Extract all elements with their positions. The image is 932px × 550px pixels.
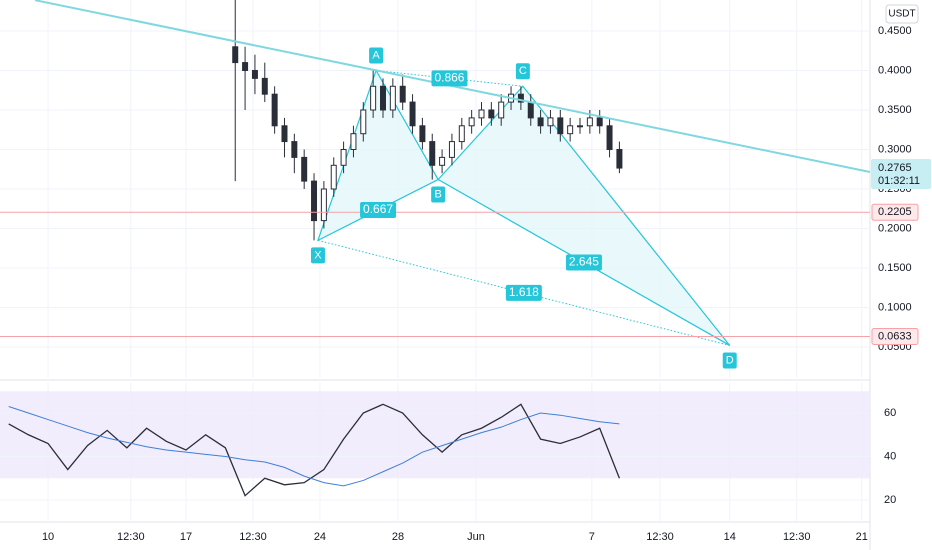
y-tick-label: 0.1000 xyxy=(878,301,912,313)
pattern-point-box xyxy=(515,63,530,80)
candle-body xyxy=(311,180,318,222)
candle-body xyxy=(429,141,436,166)
pattern-point-label: C xyxy=(519,65,527,77)
candle-body xyxy=(320,188,327,222)
pattern-ratio: 1.618 xyxy=(509,285,539,299)
pattern-ratio-box xyxy=(505,284,542,301)
candle-body xyxy=(232,46,239,64)
candle-body xyxy=(498,101,505,119)
pattern-ratio: 2.645 xyxy=(569,255,599,269)
candle-body xyxy=(448,141,455,158)
candle-body xyxy=(586,117,593,127)
pattern-ratio-box xyxy=(565,254,602,271)
candle-body xyxy=(606,125,613,150)
x-tick-label: 12:30 xyxy=(239,531,267,543)
candle-body xyxy=(242,62,249,71)
y-tick-label: 0.3500 xyxy=(878,104,912,116)
pattern-point-label: X xyxy=(314,249,322,261)
pattern-point-label: D xyxy=(726,354,734,366)
countdown-label: 01:32:11 xyxy=(878,175,920,187)
x-tick-label: 21 xyxy=(856,531,868,543)
candle-body xyxy=(261,77,268,95)
candle-body xyxy=(547,117,554,127)
candle-body xyxy=(340,148,347,166)
x-tick-label: 12:30 xyxy=(783,531,811,543)
candle-body xyxy=(567,125,574,135)
x-tick-label: Jun xyxy=(467,531,485,543)
candle-body xyxy=(281,125,288,143)
candle-body xyxy=(557,117,564,135)
candle-body xyxy=(419,125,426,143)
y-tick-label: 0.1500 xyxy=(878,262,912,274)
candle-body xyxy=(360,109,367,135)
candle-body xyxy=(439,156,446,166)
x-tick-label: 24 xyxy=(314,531,326,543)
candle-body xyxy=(537,117,544,127)
candle-body xyxy=(517,93,524,103)
candle-body xyxy=(379,85,386,111)
level-label-box xyxy=(871,328,919,346)
x-tick-label: 12:30 xyxy=(646,531,674,543)
y-tick-label: 0.3000 xyxy=(878,143,912,155)
candle-body xyxy=(409,101,416,127)
x-tick-label: 12:30 xyxy=(117,531,145,543)
candle-body xyxy=(330,164,337,190)
x-tick-label: 28 xyxy=(392,531,404,543)
candle-body xyxy=(458,125,465,143)
y-tick-label: 40 xyxy=(884,450,896,462)
candle-body xyxy=(577,125,583,128)
indicator-line xyxy=(8,406,620,487)
candle-body xyxy=(399,85,406,103)
indicator-line xyxy=(8,403,621,497)
pattern-point-box xyxy=(310,247,325,264)
level-label: 0.2205 xyxy=(878,206,912,218)
y-tick-label: 20 xyxy=(884,494,896,506)
last-price-label: 0.2765 xyxy=(878,162,912,174)
y-tick-label: 60 xyxy=(884,407,896,419)
x-tick-label: 17 xyxy=(180,531,192,543)
pattern-point-box xyxy=(369,47,384,64)
candle-body xyxy=(251,69,258,79)
pattern-point-box xyxy=(431,186,446,203)
pattern-ratio-line xyxy=(317,239,730,346)
pattern-ratio: 0.866 xyxy=(434,71,464,85)
candle-body xyxy=(478,109,485,119)
currency-box xyxy=(885,4,919,24)
y-tick-label: 0.4000 xyxy=(878,64,912,76)
pattern-ratio-box xyxy=(360,201,397,218)
rsi-band xyxy=(0,391,870,479)
last-price-box xyxy=(871,159,931,190)
pattern-point-label: B xyxy=(434,188,441,200)
level-label: 0.0633 xyxy=(878,330,912,342)
y-tick-label: 0.4500 xyxy=(878,25,912,37)
candle-body xyxy=(301,156,308,182)
candle-body xyxy=(468,117,475,127)
pattern-point-box xyxy=(722,352,737,369)
candle-body xyxy=(596,117,603,127)
currency-label: USDT xyxy=(888,9,915,20)
y-tick-label: 0.2000 xyxy=(878,222,912,234)
candle-body xyxy=(350,133,357,150)
candle-body xyxy=(271,93,278,127)
level-label-box xyxy=(871,203,919,221)
candle-body xyxy=(389,85,396,111)
candle-body xyxy=(291,141,298,158)
candle-body xyxy=(616,148,623,169)
pattern-point-label: A xyxy=(372,49,380,61)
pattern-ratio: 0.667 xyxy=(363,202,393,216)
x-tick-label: 7 xyxy=(589,531,595,543)
candle-body xyxy=(527,101,534,119)
pattern-ratio-box xyxy=(431,70,468,87)
x-tick-label: 14 xyxy=(724,531,736,543)
candle-body xyxy=(488,109,495,119)
x-tick-label: 10 xyxy=(42,531,54,543)
candle-body xyxy=(370,85,377,111)
